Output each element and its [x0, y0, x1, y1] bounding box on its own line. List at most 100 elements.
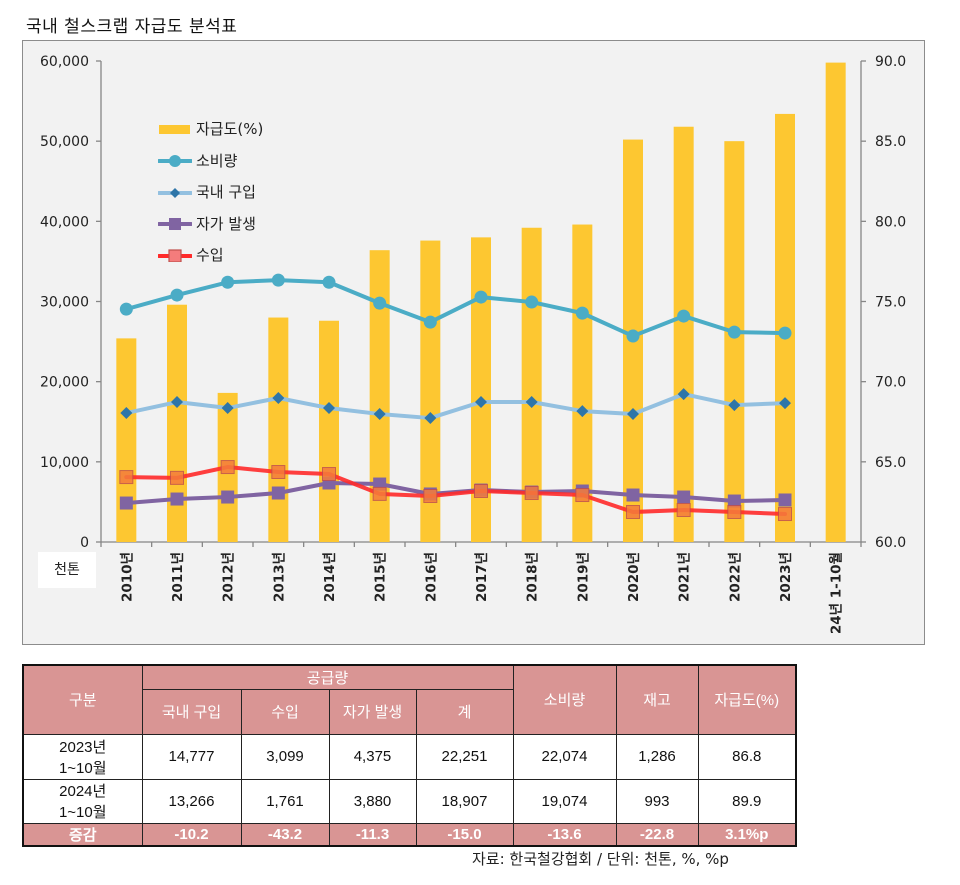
combo-chart: 0 10,000 20,000 30,000 40,000 50,000 60,000 60.…	[40, 54, 906, 634]
bar-self-sufficiency	[724, 141, 745, 542]
marker-consumption	[221, 275, 235, 289]
marker-domestic-purchase	[475, 396, 487, 409]
marker-import	[676, 503, 691, 518]
legend-label: 소비량	[196, 151, 238, 170]
bar-self-sufficiency	[167, 304, 187, 542]
table-row: 2024년 1~10월 13,266 1,761 3,880 18,907 19,…	[22, 778, 797, 824]
marker-import	[372, 486, 387, 501]
right-axis-tick-label: 70.0	[875, 375, 906, 391]
x-axis-tick-label: 2022년	[727, 552, 743, 602]
left-axis-tick-label: 0	[80, 535, 89, 551]
bar-self-sufficiency	[471, 237, 491, 542]
legend-label: 국내 구입	[196, 183, 256, 202]
x-axis-tick-label: 2018년	[525, 552, 541, 602]
legend-swatch-import	[158, 249, 192, 262]
x-axis-tick-label: 2011년	[170, 552, 186, 602]
marker-import	[474, 484, 488, 499]
marker-consumption	[170, 288, 184, 302]
marker-consumption	[474, 290, 488, 304]
left-axis-tick-label: 30,000	[40, 295, 89, 311]
x-axis-tick-label: 2013년	[271, 552, 287, 602]
header-inventory: 재고	[615, 664, 699, 735]
table-row: 2023년 1~10월 14,777 3,099 4,375 22,251 22,…	[22, 733, 797, 780]
value-cell: 18,907	[415, 778, 514, 824]
marker-domestic-purchase	[373, 408, 386, 421]
change-cell: -13.6	[512, 822, 617, 847]
value-cell: 3,099	[240, 733, 330, 780]
x-axis-tick-label: 24년 1-10월	[828, 552, 845, 634]
line-consumption	[124, 278, 787, 339]
marker-consumption	[677, 309, 691, 323]
marker-domestic-purchase	[728, 399, 741, 412]
change-cell: -10.2	[141, 822, 242, 847]
marker-domestic-purchase	[323, 402, 335, 415]
marker-import	[778, 507, 792, 522]
left-axis-tick-label: 60,000	[40, 54, 89, 70]
legend-label: 수입	[196, 246, 224, 265]
marker-consumption	[626, 329, 640, 343]
header-self-generation: 자가 발생	[328, 688, 417, 735]
legend-label: 자급도(%)	[196, 120, 264, 139]
marker-consumption	[119, 302, 133, 316]
bar-self-sufficiency	[572, 224, 593, 543]
marker-self-generation	[727, 494, 741, 508]
marker-domestic-purchase	[120, 407, 133, 420]
marker-import	[727, 505, 742, 520]
marker-domestic-purchase	[627, 408, 639, 421]
value-cell: 1,761	[240, 778, 330, 824]
line-import	[124, 465, 787, 517]
marker-consumption	[271, 273, 285, 287]
source-note: 자료: 한국철강협회 / 단위: 천톤, %, %p	[472, 850, 729, 868]
marker-consumption	[778, 326, 792, 340]
value-cell: 13,266	[141, 778, 242, 824]
bar-self-sufficiency	[268, 317, 289, 542]
bar-self-sufficiency	[116, 338, 137, 542]
change-cell: -43.2	[240, 822, 330, 847]
x-axis-tick-label: 2015년	[373, 552, 389, 602]
marker-consumption	[575, 306, 589, 320]
header-consumption: 소비량	[512, 664, 617, 735]
value-cell: 22,251	[415, 733, 514, 780]
left-axis-tick-label: 20,000	[40, 375, 89, 391]
x-axis-tick-label: 2020년	[626, 552, 642, 602]
right-axis-tick-label: 90.0	[875, 54, 906, 70]
bar-self-sufficiency	[521, 227, 542, 542]
value-cell: 993	[615, 778, 699, 824]
change-cell: 3.1%p	[697, 822, 797, 847]
bar-self-sufficiency	[369, 250, 390, 542]
left-axis-tick-label: 40,000	[40, 214, 89, 230]
value-cell: 22,074	[512, 733, 617, 780]
marker-import	[220, 460, 235, 475]
value-cell: 19,074	[512, 778, 617, 824]
chart-area: 0 10,000 20,000 30,000 40,000 50,000 60,000 60.…	[22, 40, 925, 645]
marker-consumption	[322, 275, 336, 289]
x-axis-tick-label: 2016년	[423, 552, 439, 602]
marker-domestic-purchase	[272, 392, 285, 405]
line-domestic-purchase	[124, 392, 787, 421]
marker-domestic-purchase	[171, 396, 183, 409]
marker-self-generation	[271, 486, 285, 500]
marker-domestic-purchase	[677, 388, 690, 401]
marker-import	[626, 505, 640, 520]
x-axis-tick-label: 2023년	[778, 552, 794, 602]
marker-consumption	[525, 295, 539, 309]
period-cell: 2023년 1~10월	[22, 733, 143, 780]
x-axis-tick-label: 2010년	[119, 552, 135, 602]
value-cell: 1,286	[615, 733, 699, 780]
marker-domestic-purchase	[221, 402, 234, 415]
period-cell: 2024년 1~10월	[22, 778, 143, 824]
marker-domestic-purchase	[576, 405, 589, 418]
right-axis-tick-label: 60.0	[875, 535, 906, 551]
marker-consumption	[727, 325, 741, 339]
marker-self-generation	[119, 496, 133, 510]
x-axis-tick-label: 2012년	[221, 552, 237, 602]
legend-swatch-consumption	[158, 155, 192, 168]
bar-self-sufficiency	[673, 126, 694, 542]
change-cell: -11.3	[328, 822, 417, 847]
header-total: 계	[415, 688, 514, 735]
header-self-sufficiency: 자급도(%)	[697, 664, 797, 735]
legend-item-self-generation: 자가 발생	[158, 208, 263, 240]
marker-self-generation	[778, 493, 792, 507]
marker-import	[423, 488, 438, 503]
bar-self-sufficiency	[420, 240, 441, 542]
